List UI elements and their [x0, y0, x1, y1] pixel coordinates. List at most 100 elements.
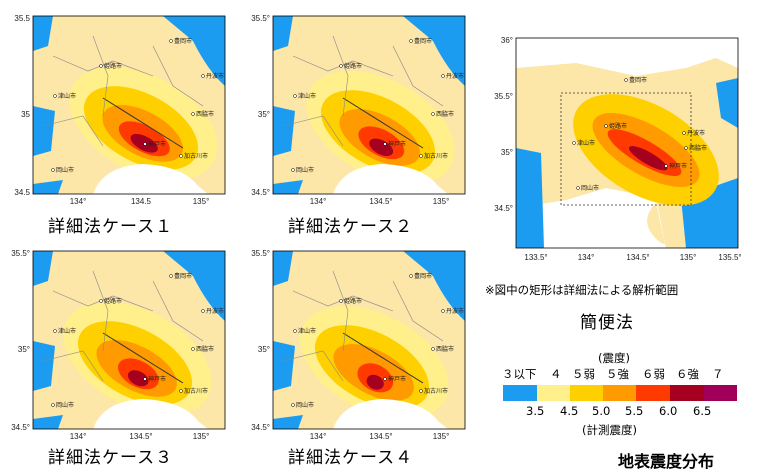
- legend-swatch-5: [670, 385, 704, 401]
- city-marker: [191, 112, 195, 116]
- low-intensity-area-w: [273, 106, 295, 156]
- city-label: 姫路市: [104, 297, 122, 305]
- x-tick-label: 135°: [680, 253, 697, 262]
- city-label: 丹波市: [206, 307, 224, 315]
- city-label: 西脇市: [436, 345, 454, 353]
- caption-case-3: 詳細法ケース３: [48, 448, 174, 468]
- city-label: 姫路市: [104, 62, 122, 70]
- city-marker: [441, 309, 445, 313]
- city-marker: [293, 94, 297, 98]
- city-marker: [191, 347, 195, 351]
- city-label: 豊岡市: [414, 37, 432, 45]
- sea-area: [333, 399, 448, 429]
- city-marker: [291, 403, 295, 407]
- low-intensity-area-sw: [273, 415, 303, 429]
- caption-case-1: 詳細法ケース１: [48, 217, 174, 237]
- y-tick-label: 34.5°: [251, 423, 270, 432]
- x-tick-label: 134°: [70, 197, 87, 206]
- y-tick-label: 35.5°: [494, 92, 513, 101]
- city-marker: [383, 377, 387, 381]
- x-tick-label: 134°: [578, 253, 595, 262]
- map-frame: [515, 37, 739, 249]
- city-label: 津山市: [58, 92, 76, 100]
- city-label: 津山市: [298, 327, 316, 335]
- x-tick-label: 134.5°: [369, 197, 392, 206]
- boundary-line: [42, 350, 104, 382]
- island: [647, 203, 676, 248]
- low-intensity-area-nw: [33, 16, 53, 51]
- legend-intensity-labels: ３以下 ４ ５弱 ５強 ６弱 ６強 ７: [500, 366, 740, 382]
- legend-color-bar: [503, 385, 737, 401]
- low-intensity-area-nw: [273, 16, 293, 51]
- city-marker: [99, 64, 103, 68]
- analysis-range-note: ※図中の矩形は詳細法による解析範囲: [485, 283, 679, 297]
- city-label: 姫路市: [609, 122, 627, 130]
- x-tick-label: 133.5°: [524, 253, 547, 262]
- legend-value-5-5: 5.5: [625, 404, 644, 418]
- boundary-line: [392, 45, 444, 107]
- city-label: 加古川市: [184, 387, 208, 395]
- fault-line: [102, 332, 184, 384]
- map-frame: [272, 250, 466, 430]
- low-intensity-area-w: [33, 106, 55, 156]
- city-marker: [293, 329, 297, 333]
- city-marker: [383, 142, 387, 146]
- city-marker: [664, 164, 668, 168]
- legend-swatch-4: [636, 385, 670, 401]
- legend-label-3-or-less: ３以下: [502, 367, 537, 381]
- y-tick-label: 35.5: [14, 14, 30, 23]
- boundary-line: [92, 270, 109, 352]
- city-label: 加古川市: [184, 152, 208, 160]
- legend-swatch-0: [503, 385, 537, 401]
- map-panel-case-4: 豊岡市 姫路市 津山市 岡山市 丹波市 西脇市 神戸市 加古川市 35.5° 35° 34.5° 13…: [240, 235, 480, 475]
- x-tick-label: 135°: [433, 197, 450, 206]
- low-intensity-area-nw: [33, 251, 53, 286]
- city-marker: [431, 347, 435, 351]
- intensity-band-6-upper: [369, 138, 394, 156]
- low-intensity-area-ne: [163, 251, 225, 321]
- y-tick-label: 35.5°: [11, 249, 30, 258]
- city-label: 丹波市: [446, 307, 464, 315]
- y-tick-label: 36°: [501, 36, 513, 45]
- legend-swatch-3: [603, 385, 636, 401]
- x-tick-label: 134.5: [131, 197, 152, 206]
- city-label: 豊岡市: [174, 37, 192, 45]
- city-marker: [339, 64, 343, 68]
- legend-label-6-upper: ６強: [676, 367, 699, 381]
- city-label: 西脇市: [196, 345, 214, 353]
- city-label: 津山市: [577, 139, 595, 147]
- city-label: 岡山市: [581, 184, 599, 192]
- map-frame: [272, 15, 466, 195]
- city-marker: [339, 299, 343, 303]
- city-marker: [201, 74, 205, 78]
- city-marker: [682, 131, 686, 135]
- boundary-line: [92, 35, 109, 117]
- city-label: 丹波市: [687, 129, 705, 137]
- legend-title-measured: (計測震度): [582, 423, 637, 437]
- x-tick-label: 135.5°: [718, 253, 741, 262]
- x-tick-label: 135°: [433, 432, 450, 441]
- low-intensity-area-ne: [403, 16, 465, 86]
- x-tick-label: 134.5°: [129, 432, 152, 441]
- figure-title: 地表震度分布: [618, 452, 715, 471]
- city-label: 神戸市: [669, 162, 687, 170]
- y-tick-label: 35°: [258, 345, 270, 354]
- fault-line: [342, 332, 424, 384]
- sea-area: [93, 164, 208, 194]
- legend-value-4-5: 4.5: [560, 404, 579, 418]
- x-tick-label: 134°: [70, 432, 87, 441]
- city-marker: [53, 329, 57, 333]
- low-intensity-area-sw: [33, 415, 63, 429]
- boundary-line: [332, 270, 349, 352]
- map-panel-case-2: 豊岡市 姫路市 津山市 岡山市 丹波市 西脇市 神戸市 加古川市 35.5° 35° 34.5° 13…: [240, 0, 480, 237]
- city-marker: [441, 74, 445, 78]
- legend-swatch-2: [570, 385, 603, 401]
- y-tick-label: 35°: [258, 110, 270, 119]
- low-intensity-area-sw: [273, 180, 303, 194]
- legend-value-6-5: 6.5: [693, 404, 712, 418]
- city-marker: [179, 154, 183, 158]
- city-label: 神戸市: [148, 140, 166, 148]
- x-tick-label: 134°: [310, 432, 327, 441]
